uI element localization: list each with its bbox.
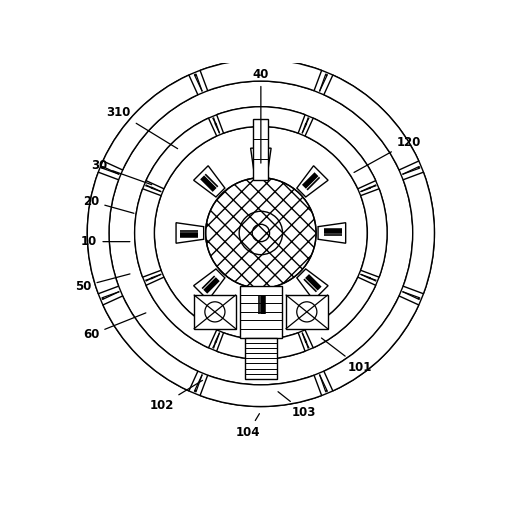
- Text: 102: 102: [149, 380, 203, 412]
- Polygon shape: [250, 290, 271, 318]
- Text: 310: 310: [107, 106, 178, 149]
- Wedge shape: [217, 107, 305, 133]
- Wedge shape: [146, 118, 217, 189]
- Text: 10: 10: [81, 235, 130, 248]
- Text: 30: 30: [91, 159, 152, 185]
- Bar: [286, 295, 327, 329]
- Polygon shape: [193, 269, 225, 300]
- Polygon shape: [193, 166, 225, 197]
- Wedge shape: [88, 172, 119, 294]
- Wedge shape: [103, 75, 198, 170]
- Text: 20: 20: [83, 195, 134, 213]
- Wedge shape: [200, 375, 322, 407]
- Bar: [194, 295, 236, 329]
- Text: 101: 101: [322, 338, 372, 374]
- Polygon shape: [250, 148, 271, 176]
- Text: 60: 60: [83, 313, 146, 341]
- Polygon shape: [297, 269, 328, 300]
- Bar: [240, 286, 282, 337]
- Wedge shape: [134, 189, 161, 277]
- Wedge shape: [324, 296, 419, 391]
- Text: 103: 103: [278, 392, 317, 419]
- Text: 120: 120: [354, 136, 421, 172]
- Wedge shape: [305, 118, 376, 189]
- Wedge shape: [403, 172, 435, 294]
- Bar: [245, 337, 277, 379]
- Circle shape: [206, 178, 316, 288]
- Polygon shape: [318, 223, 346, 243]
- Text: 50: 50: [75, 274, 130, 293]
- Bar: [253, 119, 268, 180]
- Wedge shape: [200, 59, 322, 91]
- Wedge shape: [103, 296, 198, 391]
- Wedge shape: [217, 333, 305, 359]
- Wedge shape: [146, 277, 217, 348]
- Wedge shape: [324, 75, 419, 170]
- Polygon shape: [176, 223, 204, 243]
- Wedge shape: [360, 189, 387, 277]
- Text: 104: 104: [236, 414, 261, 439]
- Polygon shape: [297, 166, 328, 197]
- Wedge shape: [305, 277, 376, 348]
- Text: 40: 40: [252, 68, 269, 163]
